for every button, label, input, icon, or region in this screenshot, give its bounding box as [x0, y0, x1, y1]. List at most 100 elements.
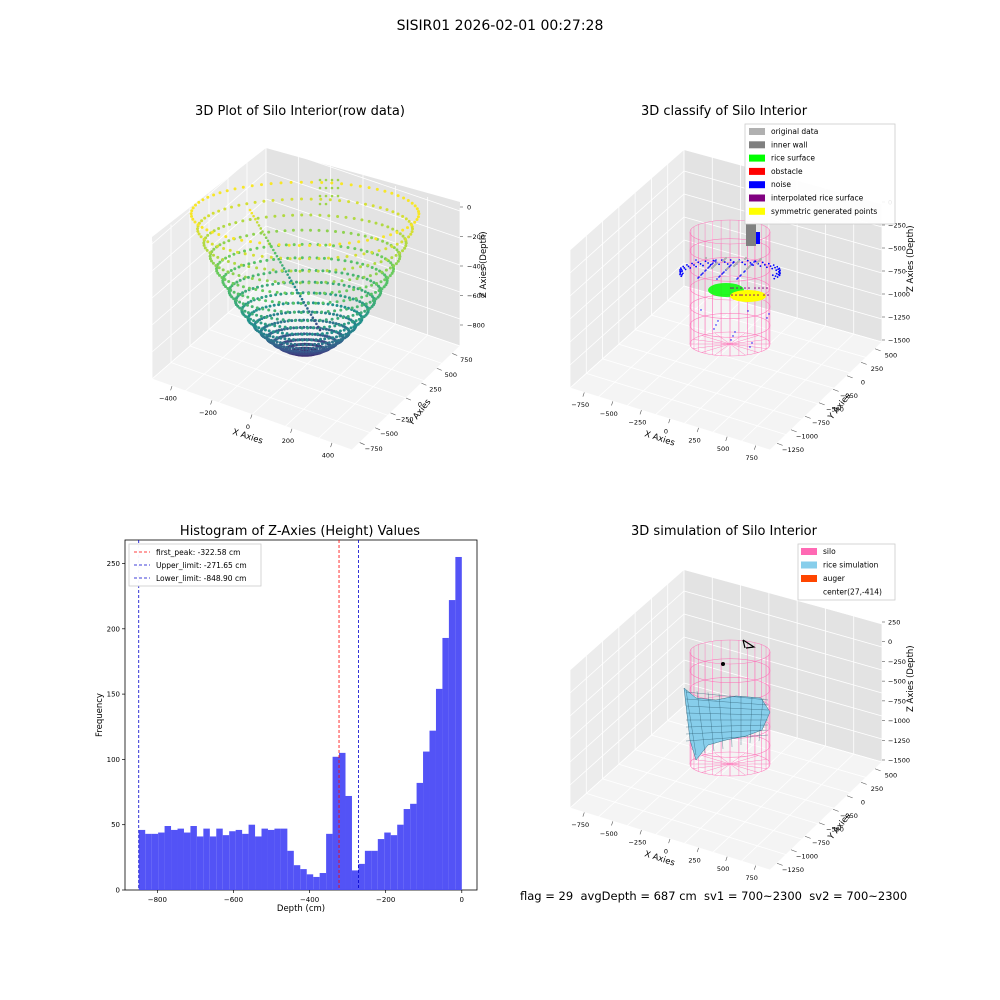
legend-swatch: [749, 207, 765, 215]
noise-point: [708, 266, 710, 268]
legend-label: Lower_limit: -848.90 cm: [156, 574, 246, 583]
histogram-bar: [255, 836, 262, 890]
mesh-line: [707, 692, 715, 752]
noise-point: [747, 310, 749, 312]
simulation-plot-z-ticks: 250 0 −250 −500 −750 −1000 −1250 −1500: [882, 619, 910, 765]
noise-point: [717, 320, 719, 322]
noise-point: [761, 261, 764, 264]
x-tick-label: 500: [717, 865, 729, 873]
x-tick-label: −500: [600, 830, 618, 838]
mesh-line: [685, 734, 769, 742]
x-tick-label: −250: [628, 839, 646, 847]
noise-point: [712, 259, 715, 262]
mesh-line: [685, 705, 769, 711]
y-tick-label: 250: [871, 785, 883, 793]
x-tick-label: 500: [717, 445, 729, 453]
histogram-x-ticks: −800 −600 −400 −200 0: [148, 890, 464, 904]
y-tick-label: −1250: [782, 866, 804, 874]
histogram-bar: [171, 829, 178, 890]
interpolated-point: [732, 287, 734, 289]
y-tick-label: −1250: [782, 446, 804, 454]
histogram-bar: [326, 833, 333, 890]
y-tick-label: 750: [460, 356, 472, 364]
classify-plot-x-label: X Axies: [643, 429, 676, 448]
histogram-bar: [222, 835, 230, 890]
legend-label: obstacle: [771, 167, 803, 176]
classify-plot-x-ticks: −750 −500 −250 0 250 500 750: [571, 392, 758, 460]
noise-point: [695, 265, 697, 268]
legend-label: interpolated rice surface: [771, 194, 864, 203]
histogram-bar: [332, 756, 340, 890]
interpolated-point: [766, 287, 768, 289]
legend-swatch: [801, 575, 817, 582]
floor-pane: [570, 706, 882, 870]
noise-point: [680, 275, 683, 278]
histogram-y-ticks: 0 50 100 150 200 250: [107, 560, 125, 895]
y-tick-label: 500: [885, 351, 897, 359]
noise-point: [679, 271, 682, 274]
x-tick-label: 0: [460, 896, 464, 904]
interpolated-point: [758, 287, 760, 289]
z-tick-label: −250: [888, 222, 906, 230]
legend-label: noise: [771, 180, 791, 189]
noise-point: [777, 273, 780, 276]
interpolated-point: [739, 294, 741, 296]
noise-point: [726, 263, 729, 265]
histogram-bar: [190, 826, 197, 890]
raw-plot-x-ticks: −400 −200 0 200 400: [159, 386, 334, 459]
y-tick-label: −250: [840, 812, 858, 820]
y-tick-label: −500: [380, 430, 398, 438]
histogram-bar: [287, 850, 294, 890]
z-tick-label: −1500: [888, 757, 910, 765]
noise-point: [684, 268, 687, 271]
histogram-bar: [145, 833, 152, 890]
histogram-bar: [455, 556, 462, 890]
noise-point: [714, 260, 716, 262]
classify-legend: original data inner wall rice surface obsta…: [744, 123, 896, 225]
histogram-bar: [339, 752, 346, 890]
y-tick-label: 150: [107, 691, 120, 699]
histogram-bar: [377, 839, 385, 890]
y-tick-label: −750: [812, 419, 830, 427]
legend-label: auger: [823, 574, 846, 583]
z-tick-label: 250: [888, 619, 900, 627]
noise-point: [707, 262, 709, 264]
status-line: flag = 29 avgDepth = 687 cm sv1 = 700~23…: [520, 889, 908, 903]
histogram-bar: [442, 637, 449, 890]
noise-point: [740, 274, 742, 276]
noise-point: [681, 270, 684, 272]
noise-point: [718, 276, 720, 278]
interpolated-point: [749, 294, 751, 296]
noise-point: [679, 267, 682, 270]
histogram-bar: [429, 730, 436, 890]
noise-point: [759, 265, 762, 267]
back-pane-left: [570, 570, 684, 808]
histogram-bar: [448, 600, 456, 890]
simulation-plot-x-ticks: −750 −500 −250 0 250 500 750: [571, 812, 758, 880]
auger-marker: [742, 639, 756, 649]
z-tick-label: −1500: [888, 337, 910, 345]
classify-point-cloud: [679, 224, 781, 348]
noise-point: [716, 278, 718, 280]
legend-label: rice simulation: [823, 561, 879, 570]
simulation-legend: silo rice simulation auger center(27,-414): [797, 543, 896, 601]
legend-label: center(27,-414): [823, 588, 882, 597]
noise-point: [721, 273, 723, 275]
noise-point: [778, 271, 780, 273]
x-tick-label: −200: [376, 896, 395, 904]
histogram-bar: [364, 850, 372, 890]
x-tick-label: −400: [159, 395, 177, 403]
legend-swatch: [749, 194, 765, 202]
mesh-line: [718, 693, 724, 750]
interpolated-point: [736, 287, 738, 289]
interpolated-point: [757, 294, 759, 296]
interpolated-point: [744, 287, 746, 289]
histogram-bar: [410, 803, 417, 890]
y-tick-label: 500: [885, 771, 897, 779]
original-data-point: [743, 257, 747, 261]
x-tick-label: −200: [199, 409, 217, 417]
x-tick-label: 0: [246, 423, 250, 431]
histogram-legend: first_peak: -322.58 cm Upper_limit: -271.…: [128, 543, 262, 587]
noise-point: [771, 267, 774, 270]
